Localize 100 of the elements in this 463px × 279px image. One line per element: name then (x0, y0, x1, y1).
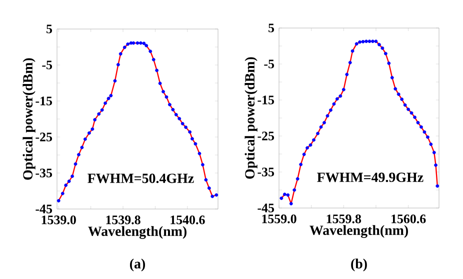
point (164, 95, 168, 99)
y-tick-label: 5 (268, 24, 274, 32)
point (139, 41, 142, 45)
point (148, 50, 152, 54)
point (335, 97, 339, 101)
point (403, 103, 407, 107)
y-tick-label: -25 (36, 132, 52, 142)
y-tick-label: 5 (46, 24, 52, 34)
point (413, 116, 416, 119)
point (180, 122, 184, 126)
point (168, 102, 172, 106)
x-tick-label: 1540.6 (170, 216, 205, 224)
point (338, 94, 342, 98)
point (122, 46, 126, 50)
text: (b) (351, 258, 367, 272)
point (422, 130, 426, 134)
point (178, 116, 182, 120)
point (312, 138, 316, 142)
annotation: FWHM=50.4GHz (88, 174, 194, 184)
point (162, 90, 165, 94)
point (282, 192, 286, 196)
y-tick-label: -5 (42, 60, 52, 70)
point (104, 101, 108, 105)
point (326, 114, 330, 118)
point (292, 188, 296, 192)
point (106, 96, 110, 100)
point (380, 46, 384, 50)
point (416, 120, 420, 124)
point (210, 194, 214, 198)
point (144, 44, 148, 48)
x-tick-label: 1559.0 (262, 214, 296, 224)
point (410, 111, 414, 115)
point (60, 192, 64, 196)
point (118, 52, 122, 56)
point (350, 49, 354, 53)
y-tick-label: -45 (36, 204, 52, 214)
point (116, 62, 120, 66)
point (142, 42, 146, 46)
y-tick-label: -5 (264, 60, 274, 68)
point (426, 135, 430, 139)
point (400, 98, 404, 101)
point (152, 58, 156, 62)
y-tick-label: -35 (258, 168, 274, 176)
point (374, 40, 378, 44)
point (109, 94, 113, 98)
point (158, 82, 162, 86)
point (387, 62, 391, 65)
point (348, 60, 352, 64)
y-axis-title: Optical power(dBm) (22, 58, 36, 180)
point (390, 76, 394, 80)
point (155, 68, 159, 72)
point (434, 163, 438, 167)
point (308, 143, 312, 147)
point (132, 41, 136, 45)
x-tick-label: 1539.0 (42, 216, 76, 224)
x-tick-label: 1559.8 (326, 214, 362, 224)
point (190, 137, 194, 140)
point (354, 42, 358, 46)
y-tick-label: -45 (258, 204, 274, 212)
point (90, 127, 94, 131)
point (286, 193, 290, 197)
point (302, 152, 306, 156)
point (97, 112, 101, 116)
annotation: FWHM=49.9GHz (317, 172, 424, 182)
point (126, 42, 130, 46)
y-tick-label: -25 (258, 132, 274, 140)
point (329, 108, 332, 112)
point (207, 186, 211, 190)
point (171, 108, 175, 112)
point (436, 184, 440, 188)
point (64, 184, 68, 187)
point (80, 146, 84, 150)
point (113, 79, 117, 83)
point (406, 108, 410, 112)
point (83, 137, 87, 141)
point (136, 41, 140, 45)
point (70, 174, 74, 178)
text: (a) (130, 258, 146, 272)
point (319, 125, 323, 129)
point (394, 87, 398, 91)
x-tick-label: 1560.6 (392, 214, 426, 224)
point (74, 162, 78, 166)
point (396, 92, 400, 96)
point (289, 202, 293, 206)
point (368, 40, 372, 44)
point (429, 142, 433, 146)
point (322, 120, 326, 124)
point (364, 40, 368, 44)
point (56, 199, 60, 202)
point (280, 196, 284, 200)
point (420, 125, 423, 129)
x-axis-title: Wavelength(nm) (88, 226, 186, 239)
y-tick-label: -35 (36, 168, 52, 178)
point (198, 152, 202, 156)
point (316, 132, 320, 136)
point (194, 142, 198, 146)
point (88, 131, 91, 135)
point (214, 193, 218, 197)
point (345, 72, 349, 76)
point (384, 52, 388, 56)
